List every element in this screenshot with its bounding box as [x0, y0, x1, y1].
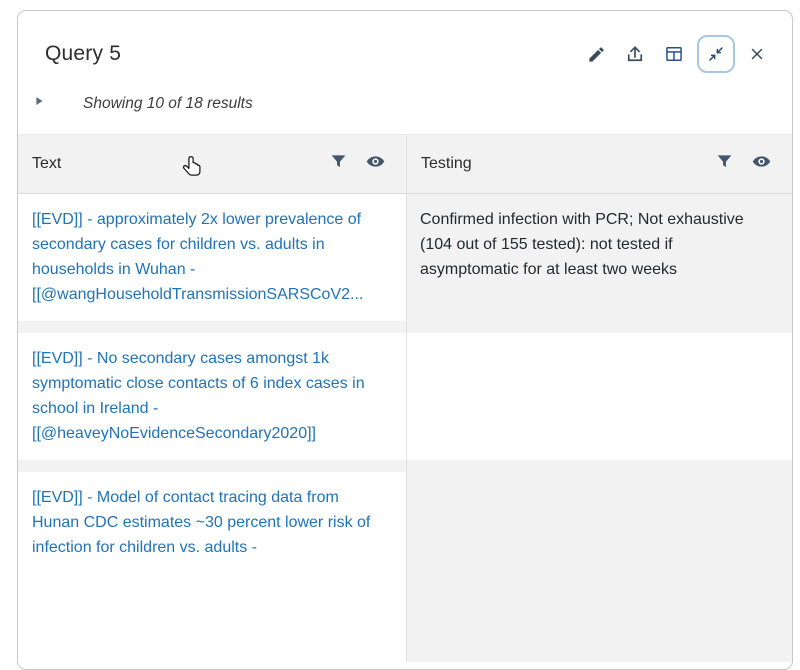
edit-button[interactable] [581, 39, 612, 70]
column-label: Text [32, 155, 62, 172]
page-title: Query 5 [45, 42, 122, 65]
close-icon [748, 45, 766, 63]
panel-header: Query 5 [18, 11, 792, 73]
column-label: Testing [421, 155, 472, 172]
table-row-1-testing-cell[interactable]: Confirmed infection with PCR; Not exhaus… [406, 194, 792, 321]
row-separator [18, 321, 792, 333]
eye-icon[interactable] [751, 151, 772, 177]
table-row-3-testing-cell[interactable] [406, 472, 792, 662]
results-summary: Showing 10 of 18 results [83, 94, 253, 112]
table-row-3-text-cell[interactable]: [[EVD]] - Model of contact tracing data … [32, 489, 371, 556]
table-row-2-testing-cell[interactable] [406, 333, 792, 460]
filter-icon[interactable] [329, 152, 348, 176]
upload-icon [625, 44, 645, 64]
column-divider [406, 134, 407, 662]
toolbar [581, 35, 772, 73]
eye-icon[interactable] [365, 151, 386, 177]
collapse-icon [707, 45, 725, 63]
caret-right-icon[interactable] [32, 94, 46, 113]
pencil-icon [587, 45, 606, 64]
query-panel: Query 5 [17, 10, 793, 670]
results-bar: Showing 10 of 18 results [32, 94, 792, 113]
column-header-testing[interactable]: Testing [406, 134, 792, 194]
row-separator [18, 460, 792, 472]
table-row-1-text-cell[interactable]: [[EVD]] - approximately 2x lower prevale… [32, 211, 364, 303]
table-view-icon [664, 44, 684, 64]
table-row-2-text-cell[interactable]: [[EVD]] - No secondary cases amongst 1k … [32, 350, 365, 442]
hand-cursor [181, 155, 205, 186]
close-button[interactable] [742, 39, 772, 69]
collapse-button[interactable] [697, 35, 735, 73]
results-table: Text [18, 134, 792, 662]
export-button[interactable] [619, 38, 651, 70]
filter-icon[interactable] [715, 152, 734, 176]
table-view-button[interactable] [658, 38, 690, 70]
column-header-text[interactable]: Text [18, 134, 406, 194]
